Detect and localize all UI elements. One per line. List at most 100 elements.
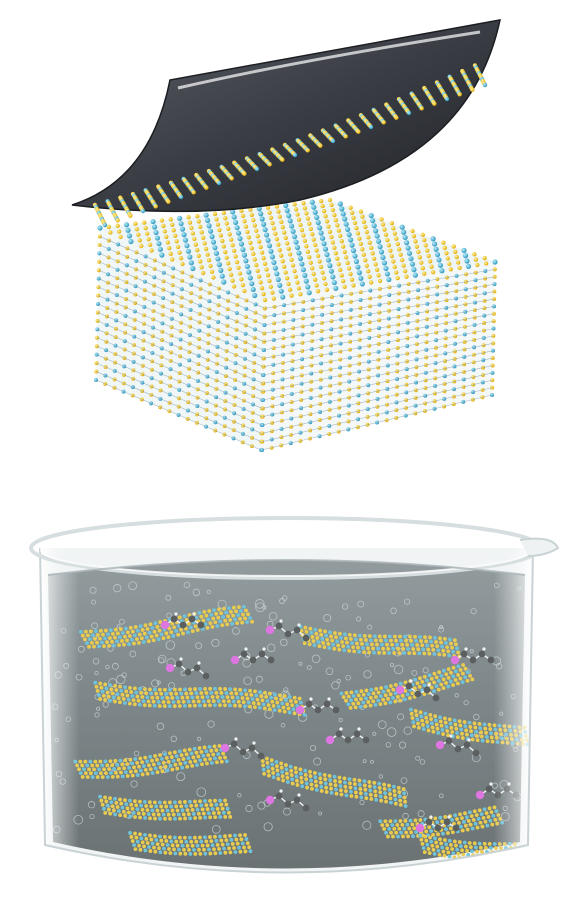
- sulfur-atom: [289, 293, 294, 298]
- sulfur-atom: [426, 253, 431, 259]
- sulfur-atom: [239, 208, 244, 213]
- metal-atom: [330, 274, 336, 280]
- sulfur-atom: [395, 241, 400, 247]
- bond-line: [98, 269, 265, 342]
- sulfur-atom: [343, 255, 349, 260]
- sulfur-atom: [296, 217, 302, 222]
- metal-atom: [159, 252, 165, 258]
- sulfur-atom: [516, 854, 521, 859]
- sulfur-atom: [427, 259, 433, 264]
- sulfur-atom: [348, 271, 353, 277]
- sulfur-atom: [340, 244, 346, 249]
- sulfur-atom: [299, 227, 305, 233]
- bond-line: [96, 345, 263, 417]
- sulfur-atom: [311, 237, 316, 242]
- sulfur-atom: [332, 212, 337, 218]
- sulfur-atom: [310, 232, 315, 237]
- metal-atom: [318, 230, 324, 236]
- metal-atom: [359, 281, 365, 287]
- tape-strip: [71, 19, 501, 213]
- sulfur-atom: [342, 284, 347, 290]
- sulfur-atom: [330, 207, 336, 213]
- sulfur-atom: [248, 240, 253, 245]
- exfoliation-tape: [71, 19, 501, 228]
- sulfur-atom: [177, 250, 182, 255]
- bond-line: [263, 306, 495, 351]
- sulfur-atom: [165, 240, 170, 245]
- metal-atom: [261, 221, 267, 227]
- sulfur-atom: [115, 218, 120, 223]
- sulfur-atom: [304, 244, 309, 249]
- sulfur-atom: [374, 267, 380, 272]
- metal-atom: [278, 288, 284, 294]
- metal-atom: [347, 237, 354, 243]
- metal-atom: [345, 226, 351, 232]
- sulfur-atom: [262, 261, 268, 266]
- bond-line: [264, 298, 495, 342]
- metal-atom: [241, 252, 248, 258]
- metal-atom: [125, 227, 131, 233]
- sulfur-atom: [209, 269, 215, 274]
- sulfur-atom: [457, 92, 462, 97]
- sulfur-atom: [369, 245, 374, 251]
- sulfur-atom: [267, 162, 272, 167]
- metal-atom: [274, 271, 280, 277]
- sulfur-atom: [336, 262, 341, 267]
- sulfur-atom: [324, 219, 330, 224]
- sulfur-atom: [389, 253, 395, 259]
- metal-atom: [464, 258, 470, 264]
- sulfur-atom: [414, 244, 420, 249]
- sulfur-atom: [231, 284, 237, 289]
- metal-atom: [411, 267, 417, 273]
- metal-atom: [302, 272, 308, 278]
- sulfur-atom: [168, 217, 173, 222]
- metal-atom: [339, 206, 345, 212]
- metal-atom: [215, 256, 221, 262]
- sulfur-atom: [162, 229, 168, 234]
- metal-atom: [237, 235, 243, 242]
- sulfur-atom: [259, 285, 265, 291]
- sulfur-atom: [225, 261, 231, 266]
- metal-atom: [349, 242, 355, 248]
- metal-atom: [333, 285, 339, 291]
- metal-atom: [184, 243, 190, 249]
- sulfur-atom: [349, 210, 355, 215]
- metal-atom: [315, 219, 321, 226]
- metal-atom: [477, 857, 482, 862]
- sulfur-atom: [358, 209, 364, 214]
- sulfur-atom: [364, 263, 369, 268]
- metal-atom: [342, 216, 348, 222]
- sulfur-atom: [128, 213, 133, 218]
- sulfur-atom: [202, 241, 207, 246]
- sulfur-atom: [198, 224, 203, 230]
- sulfur-atom: [420, 232, 426, 238]
- sulfur-atom: [227, 232, 232, 237]
- metal-atom: [430, 236, 436, 242]
- sulfur-atom: [211, 275, 216, 280]
- metal-atom: [515, 850, 520, 854]
- bond-line: [264, 269, 495, 309]
- sulfur-atom: [282, 230, 287, 235]
- metal-atom: [178, 194, 184, 200]
- sulfur-atom: [360, 214, 365, 219]
- bond-line: [263, 335, 494, 384]
- metal-atom: [150, 218, 156, 225]
- metal-atom: [330, 138, 336, 144]
- sulfur-atom: [204, 185, 209, 190]
- metal-atom: [203, 212, 209, 218]
- metal-atom: [280, 294, 286, 300]
- sulfur-atom: [134, 226, 140, 232]
- sulfur-atom: [258, 280, 263, 285]
- sulfur-atom: [274, 204, 280, 209]
- sulfur-atom: [351, 215, 356, 221]
- sulfur-atom: [224, 221, 229, 226]
- metal-atom: [327, 263, 333, 269]
- metal-atom: [246, 269, 252, 275]
- sulfur-atom: [512, 858, 517, 863]
- bond-line: [97, 329, 263, 401]
- sulfur-atom: [497, 858, 502, 863]
- metal-atom: [283, 202, 289, 208]
- sulfur-atom: [208, 263, 213, 269]
- sulfur-atom: [314, 248, 319, 253]
- sulfur-atom: [106, 224, 112, 230]
